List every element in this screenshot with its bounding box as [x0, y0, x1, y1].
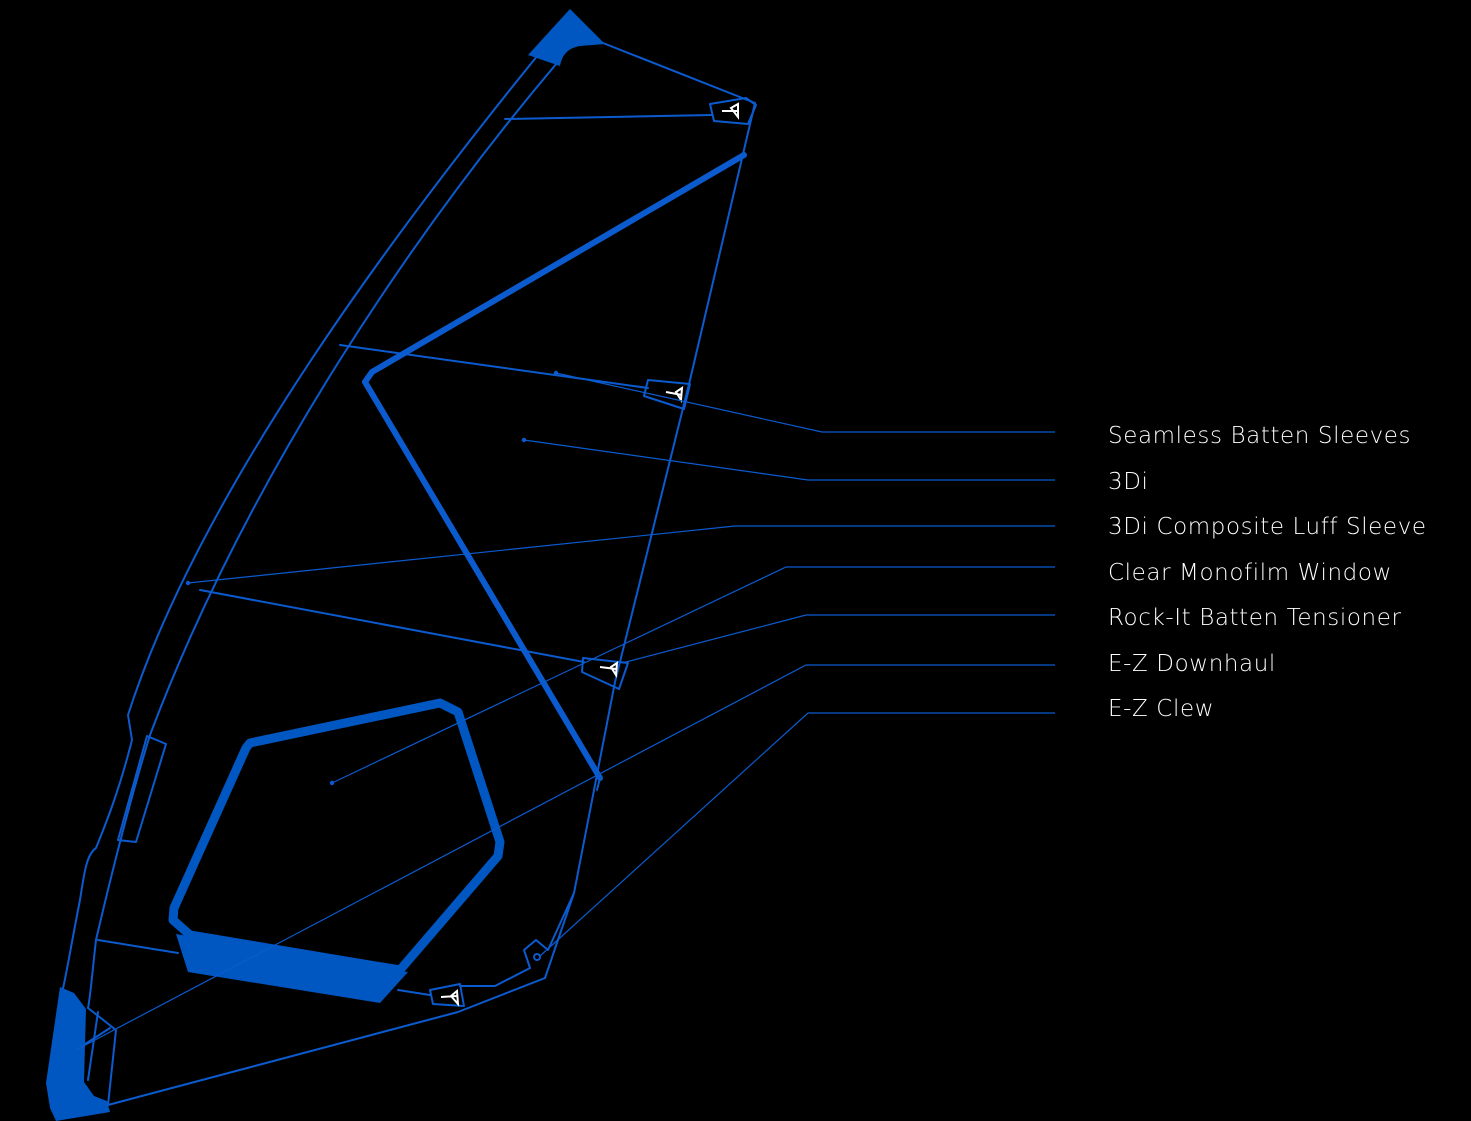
leader-dots — [185, 370, 559, 786]
filled-panels — [46, 9, 605, 1121]
batten-pocket-1 — [709, 97, 757, 125]
tensioner-icon-4 — [440, 988, 460, 1007]
leader-rock-it-batten-tensioner — [621, 614, 1055, 664]
monofilm-window — [168, 698, 505, 975]
leader-3di-composite-luff-sleeve — [187, 525, 1055, 584]
tensioner-icon-1 — [722, 102, 739, 120]
tensioner-icon-3 — [599, 661, 619, 679]
leader-e-z-downhaul — [75, 664, 1055, 1051]
window-foot-reinforcement — [176, 934, 408, 1003]
batten-5 — [397, 989, 431, 996]
head-cap — [528, 9, 605, 66]
sail-outline — [59, 42, 757, 1106]
feature-label-rock-it-batten-tensioner: Rock-It Batten Tensioner — [1108, 605, 1402, 631]
tack-patch — [46, 987, 110, 1121]
clew-outline — [459, 892, 575, 987]
luff-outer-edge — [59, 54, 539, 1001]
feature-label-e-z-clew: E-Z Clew — [1108, 696, 1215, 722]
3di-panel-edge — [596, 777, 601, 791]
leader-dot-3di — [521, 437, 527, 443]
leader-lines — [75, 372, 1055, 1051]
leader-seamless-batten-sleeves — [555, 372, 1055, 433]
leader-e-z-clew — [539, 712, 1055, 957]
batten-pocket-2 — [643, 379, 691, 410]
feature-label-seamless-batten-sleeves: Seamless Batten Sleeves — [1108, 423, 1412, 449]
leader-dot-window — [329, 780, 335, 786]
batten-1 — [504, 114, 713, 120]
leader-dot-seamless — [553, 370, 559, 376]
feature-label-e-z-downhaul: E-Z Downhaul — [1108, 650, 1276, 677]
tensioner-icon-2 — [665, 386, 684, 404]
batten-4 — [97, 939, 179, 954]
clew-ring-icon — [533, 953, 541, 961]
batten-pocket-3 — [581, 657, 629, 690]
feature-label-3di-composite-luff-sleeve: 3Di Composite Luff Sleeve — [1108, 514, 1427, 540]
3di-panel-outline — [362, 152, 747, 781]
luff-inner-edge — [87, 62, 558, 1009]
tensioner-icons — [440, 102, 739, 1007]
feature-label-3di: 3Di — [1108, 468, 1149, 495]
leader-dot-luff-sleeve — [185, 580, 191, 586]
leader-3di — [523, 439, 1055, 481]
batten-3 — [199, 589, 585, 663]
feature-label-clear-monofilm-window: Clear Monofilm Window — [1108, 559, 1392, 586]
luff-sleeve-panel — [117, 735, 167, 843]
leech — [544, 42, 756, 979]
tack-area — [87, 1007, 117, 1106]
foot — [107, 977, 546, 1106]
feature-label-list: Seamless Batten Sleeves 3Di 3Di Composit… — [1108, 419, 1427, 738]
leader-clear-monofilm-window — [331, 566, 1055, 784]
batten-2 — [339, 344, 649, 389]
batten-pocket-4 — [429, 983, 465, 1007]
